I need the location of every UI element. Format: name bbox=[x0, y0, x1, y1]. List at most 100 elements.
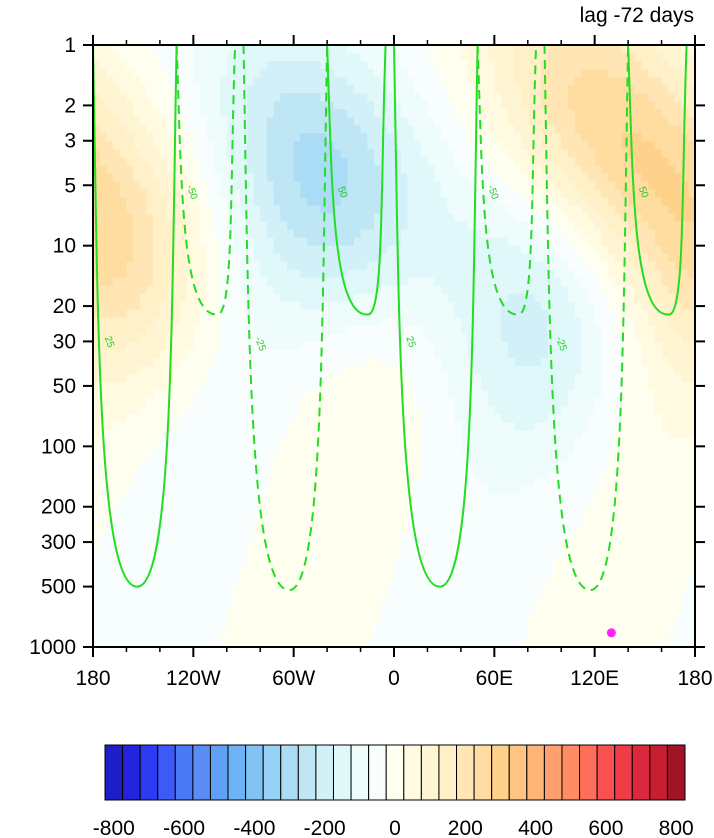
heatmap-cell bbox=[186, 277, 194, 287]
heatmap-cell bbox=[487, 430, 495, 439]
heatmap-cell bbox=[186, 510, 194, 520]
heatmap-cell bbox=[320, 237, 328, 247]
heatmap-cell bbox=[220, 165, 228, 175]
heatmap-cell bbox=[99, 125, 107, 134]
heatmap-cell bbox=[527, 141, 536, 150]
heatmap-cell bbox=[521, 101, 529, 110]
heatmap-cell bbox=[347, 366, 355, 375]
heatmap-cell bbox=[427, 285, 435, 295]
heatmap-cell bbox=[387, 638, 395, 647]
heatmap-cell bbox=[246, 213, 255, 223]
heatmap-cell bbox=[360, 229, 368, 239]
heatmap-cell bbox=[320, 358, 328, 367]
heatmap-cell bbox=[353, 518, 362, 528]
heatmap-cell bbox=[407, 189, 415, 199]
heatmap-cell bbox=[99, 133, 107, 142]
heatmap-cell bbox=[266, 197, 275, 207]
heatmap-cell bbox=[514, 125, 522, 134]
heatmap-cell bbox=[166, 622, 174, 632]
heatmap-cell bbox=[427, 133, 435, 142]
heatmap-cell bbox=[99, 101, 107, 110]
heatmap-cell bbox=[233, 85, 241, 94]
heatmap-cell bbox=[460, 382, 469, 391]
heatmap-cell bbox=[527, 502, 536, 512]
heatmap-cell bbox=[527, 366, 536, 375]
heatmap-cell bbox=[353, 181, 362, 191]
heatmap-cell bbox=[166, 141, 174, 150]
heatmap-cell bbox=[307, 61, 315, 70]
heatmap-cell bbox=[447, 478, 455, 488]
heatmap-cell bbox=[373, 173, 382, 183]
heatmap-cell bbox=[333, 293, 342, 303]
heatmap-cell bbox=[353, 173, 362, 183]
heatmap-cell bbox=[320, 486, 328, 496]
heatmap-cell bbox=[420, 470, 429, 480]
heatmap-cell bbox=[474, 398, 482, 407]
heatmap-cell bbox=[186, 109, 194, 118]
heatmap-cell bbox=[527, 277, 536, 287]
heatmap-cell bbox=[347, 157, 355, 166]
heatmap-cell bbox=[93, 398, 101, 407]
heatmap-cell bbox=[414, 141, 422, 150]
heatmap-cell bbox=[527, 630, 536, 640]
heatmap-cell bbox=[260, 622, 268, 632]
heatmap-cell bbox=[220, 285, 228, 295]
heatmap-cell bbox=[313, 109, 322, 118]
heatmap-cell bbox=[454, 598, 462, 608]
heatmap-cell bbox=[266, 454, 275, 463]
heatmap-cell bbox=[487, 478, 495, 488]
heatmap-cell bbox=[246, 149, 255, 158]
heatmap-cell bbox=[480, 101, 489, 110]
heatmap-cell bbox=[119, 590, 128, 600]
heatmap-cell bbox=[440, 317, 449, 327]
heatmap-cell bbox=[246, 141, 255, 150]
heatmap-cell bbox=[494, 462, 502, 472]
heatmap-cell bbox=[260, 213, 268, 223]
heatmap-cell bbox=[179, 237, 188, 247]
heatmap-cell bbox=[347, 542, 355, 552]
heatmap-cell bbox=[514, 630, 522, 640]
heatmap-cell bbox=[246, 93, 255, 102]
heatmap-cell bbox=[380, 526, 388, 536]
heatmap-cell bbox=[480, 614, 489, 624]
heatmap-cell bbox=[126, 502, 134, 512]
heatmap-cell bbox=[159, 85, 168, 94]
heatmap-cell bbox=[213, 261, 221, 271]
heatmap-cell bbox=[353, 53, 362, 62]
heatmap-cell bbox=[246, 285, 255, 295]
heatmap-cell bbox=[507, 550, 515, 560]
heatmap-cell bbox=[113, 277, 121, 287]
heatmap-cell bbox=[333, 205, 342, 215]
heatmap-cell bbox=[313, 582, 322, 592]
heatmap-cell bbox=[373, 598, 382, 608]
heatmap-cell bbox=[353, 301, 362, 311]
heatmap-cell bbox=[507, 590, 515, 600]
heatmap-cell bbox=[139, 237, 148, 247]
heatmap-cell bbox=[427, 494, 435, 504]
heatmap-cell bbox=[280, 45, 288, 54]
heatmap-cell bbox=[480, 93, 489, 102]
heatmap-cell bbox=[166, 430, 174, 439]
heatmap-cell bbox=[220, 630, 228, 640]
heatmap-cell bbox=[427, 149, 435, 158]
heatmap-cell bbox=[240, 141, 248, 150]
heatmap-cell bbox=[427, 382, 435, 391]
heatmap-cell bbox=[394, 550, 402, 560]
heatmap-cell bbox=[347, 101, 355, 110]
heatmap-cell bbox=[233, 582, 241, 592]
heatmap-cell bbox=[146, 494, 154, 504]
heatmap-cell bbox=[474, 205, 482, 215]
heatmap-cell bbox=[333, 261, 342, 271]
heatmap-cell bbox=[394, 414, 402, 423]
heatmap-cell bbox=[327, 261, 335, 271]
heatmap-cell bbox=[521, 598, 529, 608]
heatmap-cell bbox=[414, 582, 422, 592]
heatmap-cell bbox=[266, 213, 275, 223]
heatmap-cell bbox=[521, 518, 529, 528]
heatmap-cell bbox=[474, 189, 482, 199]
heatmap-cell bbox=[534, 374, 542, 383]
heatmap-cell bbox=[307, 141, 315, 150]
heatmap-cell bbox=[414, 422, 422, 431]
heatmap-cell bbox=[273, 165, 281, 175]
heatmap-cell bbox=[153, 398, 161, 407]
